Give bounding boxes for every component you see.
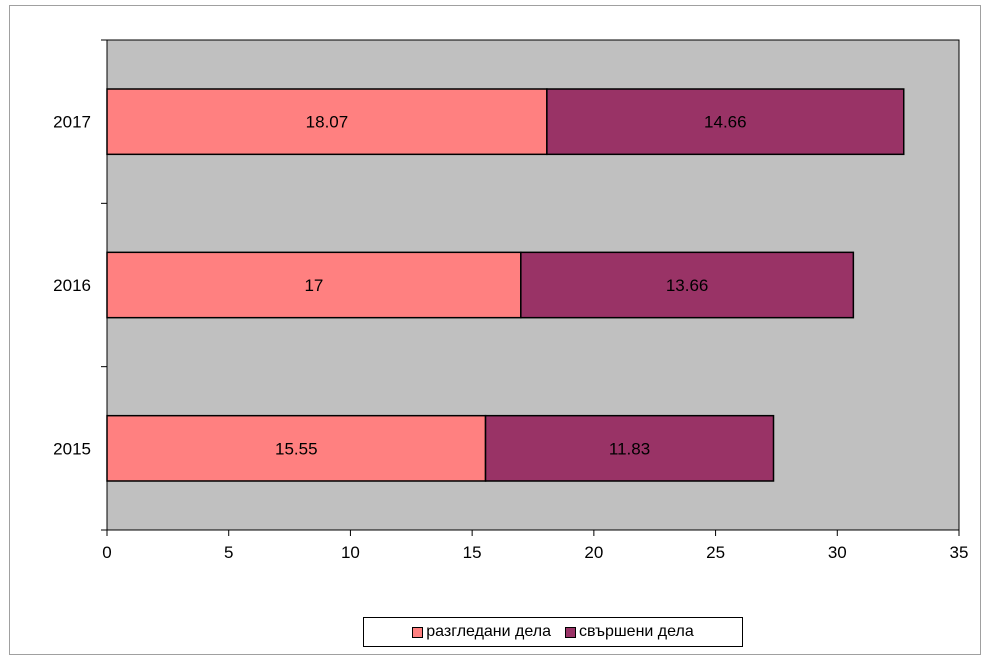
x-tick-label: 35 bbox=[950, 543, 969, 562]
x-tick-label: 10 bbox=[341, 543, 360, 562]
x-tick-label: 20 bbox=[584, 543, 603, 562]
x-tick-label: 25 bbox=[706, 543, 725, 562]
bar-segment bbox=[106, 88, 548, 156]
bar-segment bbox=[106, 251, 522, 319]
x-tick-label: 15 bbox=[463, 543, 482, 562]
data-label: 14.66 bbox=[704, 113, 747, 132]
bar-segment bbox=[546, 88, 905, 156]
data-label: 17 bbox=[304, 276, 323, 295]
legend-item-reviewed: разгледани дела bbox=[412, 623, 551, 641]
bar-segment bbox=[520, 251, 855, 319]
legend-item-completed: свършени дела bbox=[564, 623, 694, 641]
data-label: 18.07 bbox=[306, 113, 349, 132]
legend-label-completed: свършени дела bbox=[578, 623, 694, 640]
chart-frame: 0 5 10 15 20 25 30 35 2015 15.55 11.83 2016 17 13.66 2… bbox=[9, 5, 981, 655]
x-tick-label: 30 bbox=[828, 543, 847, 562]
bar-segment bbox=[484, 414, 775, 482]
legend-swatch-reviewed bbox=[412, 626, 424, 638]
bar-chart: 0 5 10 15 20 25 30 35 2015 15.55 11.83 2016 17 13.66 2… bbox=[53, 39, 969, 562]
x-tick-label: 0 bbox=[102, 543, 111, 562]
data-label: 13.66 bbox=[666, 276, 709, 295]
legend-label-reviewed: разгледани дела bbox=[426, 623, 551, 640]
legend-swatch-completed bbox=[564, 626, 576, 638]
bar-segment bbox=[106, 414, 487, 482]
legend: разгледани дела свършени дела bbox=[363, 617, 743, 647]
data-label: 11.83 bbox=[609, 439, 650, 458]
x-tick-label: 5 bbox=[224, 543, 233, 562]
y-category-label: 2015 bbox=[53, 439, 91, 458]
y-category-label: 2017 bbox=[53, 113, 91, 132]
data-label: 15.55 bbox=[275, 439, 318, 458]
y-category-label: 2016 bbox=[53, 276, 91, 295]
